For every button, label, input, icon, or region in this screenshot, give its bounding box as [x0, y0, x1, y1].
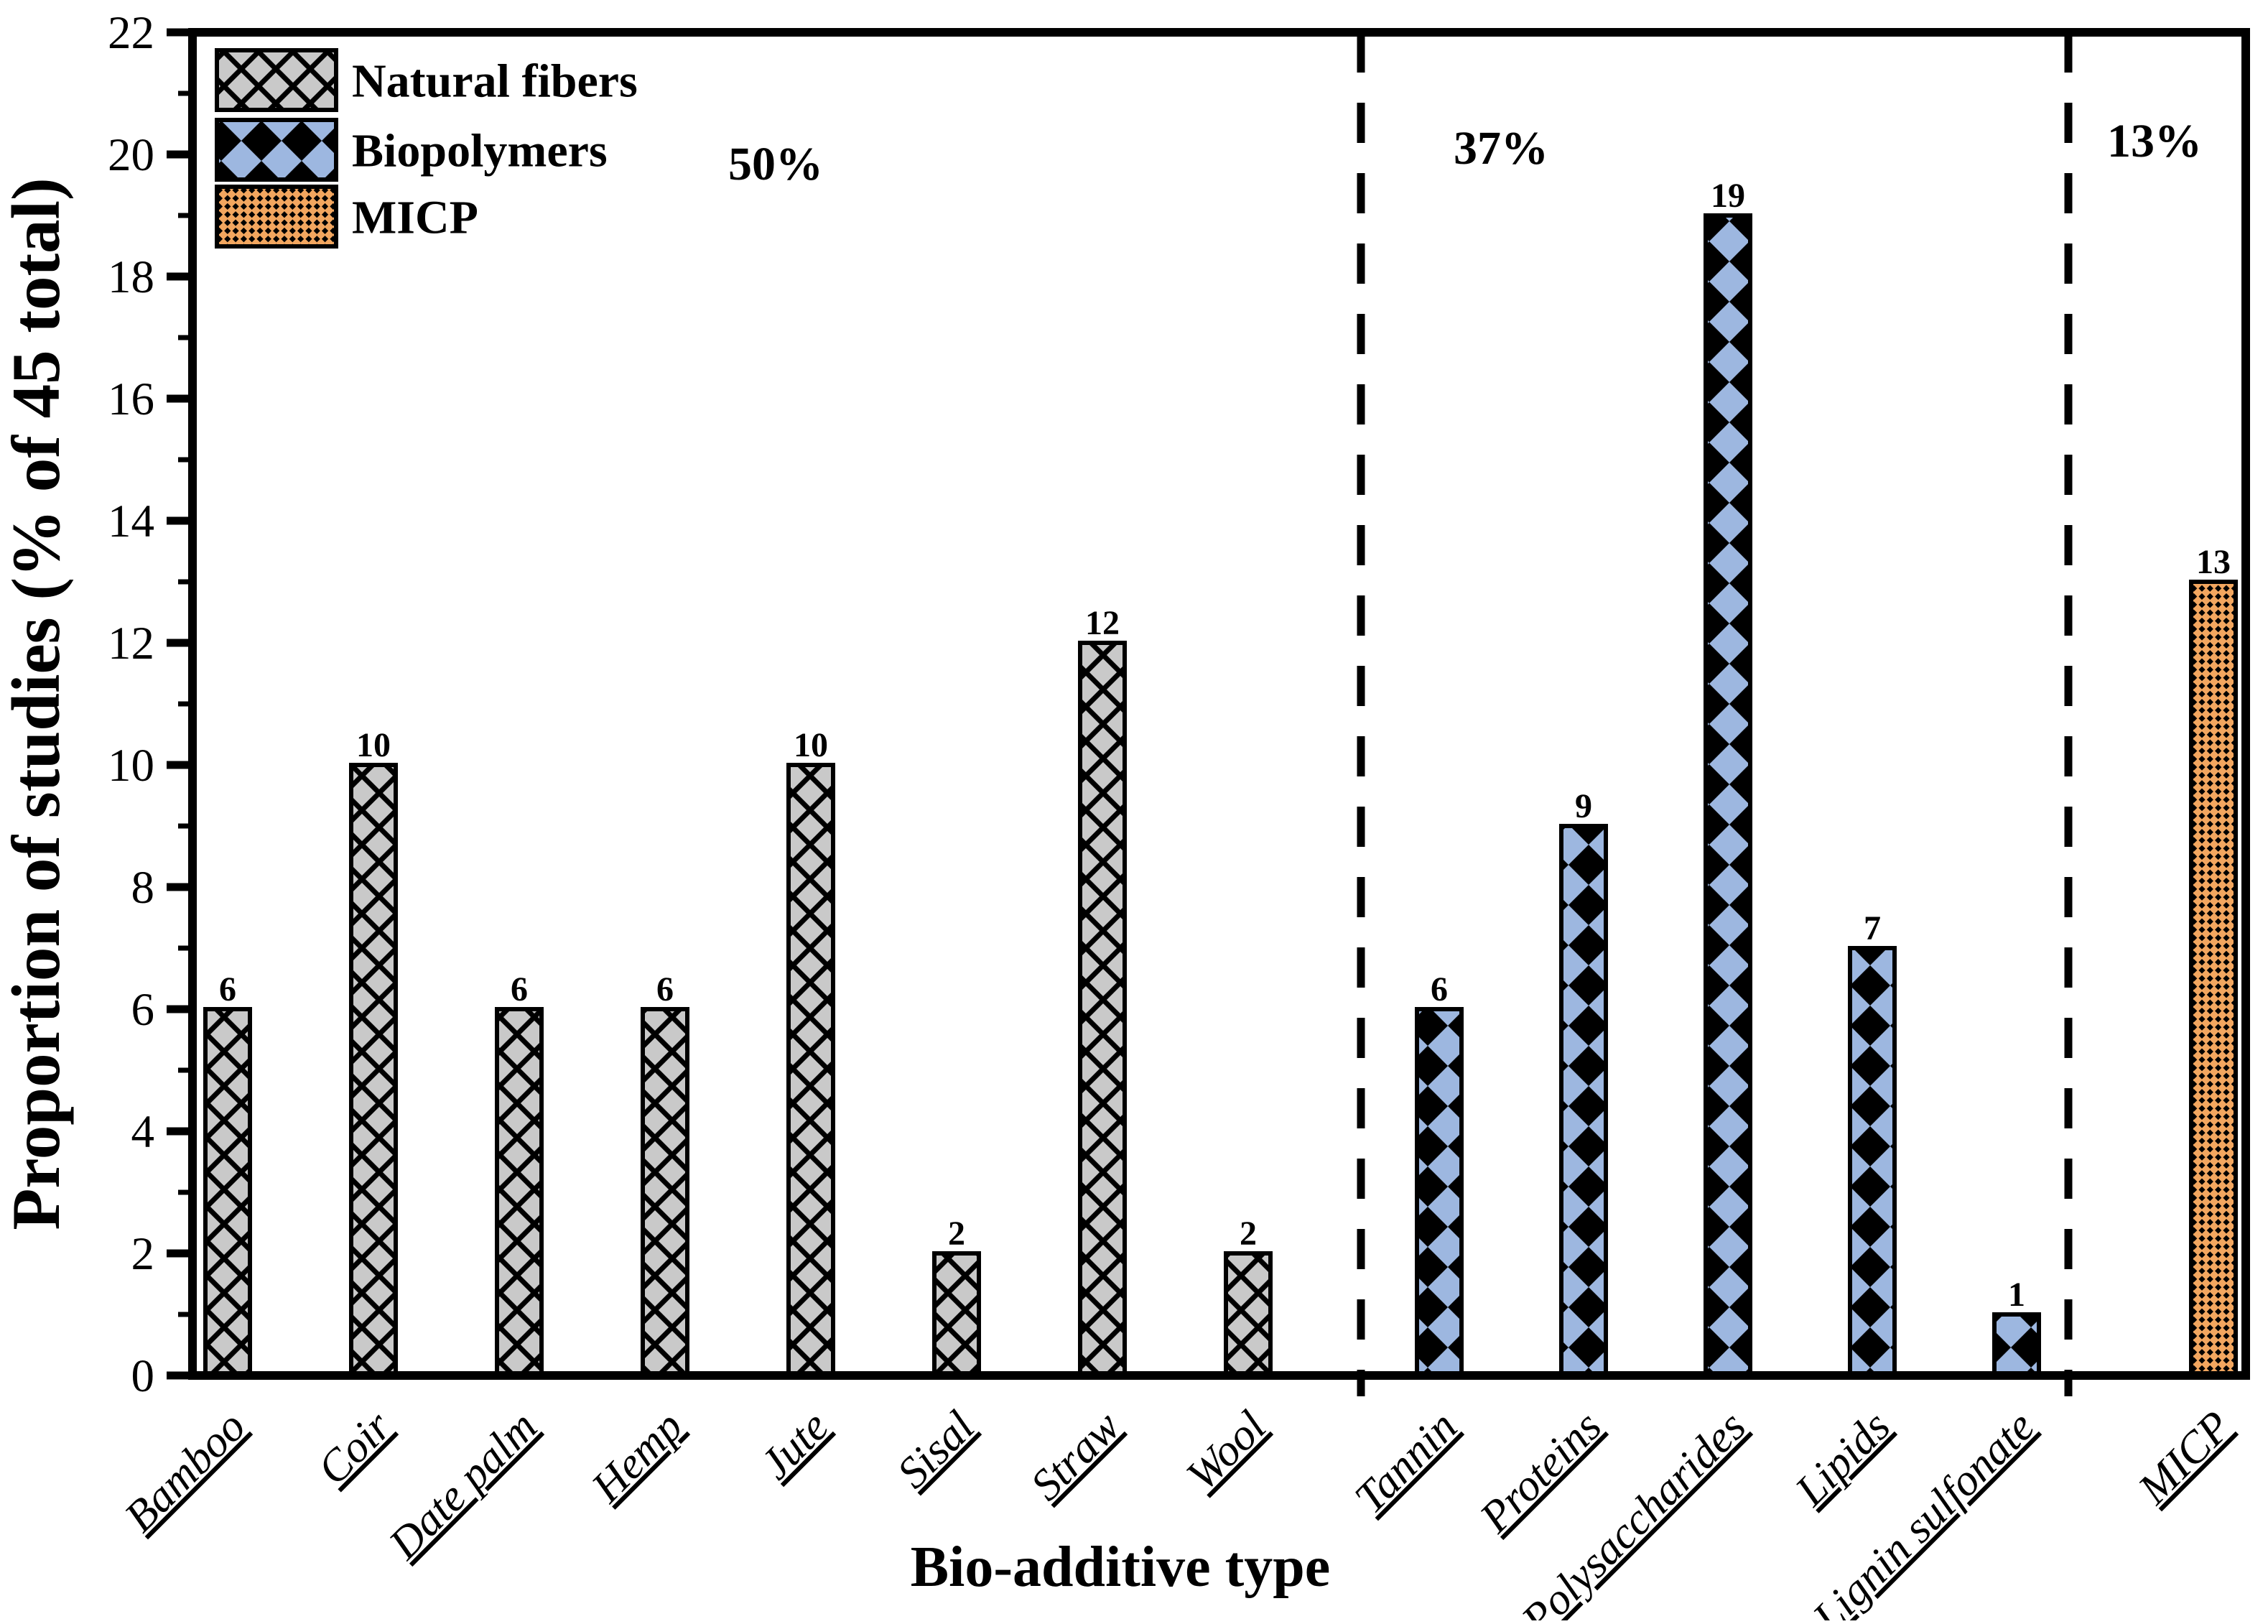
bar-value-label: 10	[794, 726, 828, 764]
bar-value-label: 2	[948, 1215, 965, 1253]
y-axis-title: Proportion of studies (% of 45 total)	[0, 177, 74, 1230]
legend-item: Biopolymers	[215, 118, 608, 182]
legend-swatch-biopolymers	[215, 118, 338, 182]
y-tick-label: 6	[131, 984, 155, 1036]
bar-value-label: 6	[1431, 970, 1448, 1008]
group-share-label-biopolymers: 37%	[1454, 122, 1548, 175]
y-tick-label: 12	[108, 618, 154, 669]
group-share-label-micp: 13%	[2107, 115, 2202, 167]
bar-lipids	[1848, 946, 1897, 1378]
x-axis-title: Bio-additive type	[911, 1536, 1330, 1599]
y-tick-label: 20	[108, 129, 154, 181]
legend-swatch-natural-fibers	[215, 48, 338, 112]
legend-swatch-micp	[215, 185, 338, 249]
bar-lignin-sulfonate	[1992, 1312, 2041, 1378]
y-tick-label: 14	[108, 496, 154, 547]
bar-micp	[2189, 580, 2238, 1378]
group-share-label-natural-fibers: 50%	[728, 138, 823, 190]
bar-value-label: 19	[1711, 177, 1745, 215]
bar-value-label: 13	[2196, 543, 2231, 581]
bar-bamboo	[203, 1007, 252, 1378]
legend-label: Biopolymers	[352, 125, 608, 177]
bar-polysaccharides	[1704, 213, 1752, 1378]
bar-value-label: 6	[219, 970, 236, 1008]
bar-hemp	[641, 1007, 689, 1378]
bar-date-palm	[495, 1007, 544, 1378]
y-tick-label: 10	[108, 740, 154, 792]
legend-label: Natural fibers	[352, 55, 638, 108]
bar-value-label: 6	[656, 970, 674, 1008]
bar-value-label: 1	[2008, 1276, 2025, 1314]
bar-value-label: 12	[1085, 604, 1120, 642]
bar-value-label: 2	[1240, 1215, 1257, 1253]
y-tick-label: 4	[131, 1106, 155, 1158]
bar-value-label: 7	[1864, 909, 1881, 947]
legend-item: Natural fibers	[215, 48, 638, 112]
legend: Natural fibers Biopolymers MICP	[215, 48, 638, 249]
bar-coir	[349, 763, 398, 1378]
bar-jute	[786, 763, 835, 1378]
bar-straw	[1078, 641, 1127, 1378]
bar-value-label: 6	[511, 970, 528, 1008]
bar-sisal	[932, 1251, 981, 1378]
y-tick-label: 0	[131, 1350, 155, 1402]
bar-value-label: 10	[356, 726, 391, 764]
y-tick-label: 2	[131, 1228, 155, 1280]
y-tick-label: 8	[131, 862, 155, 914]
bar-value-label: 9	[1575, 787, 1592, 825]
legend-item: MICP	[215, 185, 478, 249]
bar-proteins	[1559, 824, 1608, 1378]
y-tick-label: 22	[108, 7, 154, 59]
plot-frame	[188, 28, 2250, 1380]
bar-tannin	[1415, 1007, 1464, 1378]
y-tick-label: 16	[108, 373, 154, 425]
y-tick-label: 18	[108, 251, 154, 303]
legend-label: MICP	[352, 192, 478, 244]
bar-wool	[1224, 1251, 1273, 1378]
